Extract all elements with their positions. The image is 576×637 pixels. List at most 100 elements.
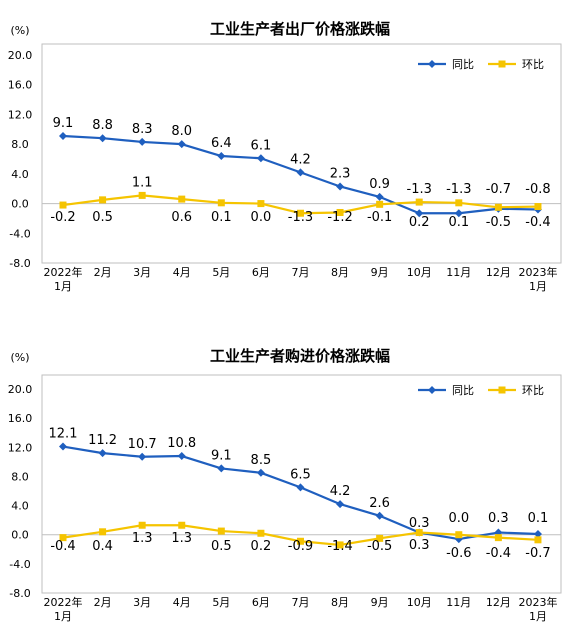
- x-tick-label: 2022年: [44, 595, 83, 609]
- series-point-mom: [296, 537, 304, 545]
- yoy-data-label: -1.3: [446, 182, 471, 197]
- x-tick-label: 2月: [94, 266, 112, 279]
- series-point-mom: [138, 191, 146, 199]
- series-point-mom: [217, 199, 225, 207]
- series-point-mom: [178, 521, 186, 529]
- yoy-data-label: 6.1: [251, 138, 272, 153]
- x-tick-label: 2022年: [44, 265, 83, 279]
- plot-frame: [41, 374, 562, 594]
- y-tick-label: -8.0: [9, 257, 30, 270]
- legend-label-mom: 环比: [522, 58, 544, 71]
- x-tick-label: 11月: [446, 596, 471, 609]
- series-point-yoy: [138, 137, 147, 146]
- series-point-mom: [534, 536, 542, 544]
- x-tick-label: 8月: [331, 596, 349, 609]
- yoy-data-label: 0.1: [528, 511, 549, 526]
- mom-data-label: 1.3: [171, 531, 192, 546]
- series-point-yoy: [217, 152, 226, 161]
- x-tick-label: 12月: [486, 596, 511, 609]
- y-tick-label: 0.0: [11, 198, 29, 211]
- legend-label-mom: 环比: [522, 384, 544, 397]
- mom-data-label: -0.4: [50, 539, 75, 554]
- yoy-data-label: 10.8: [167, 436, 196, 451]
- chart-panel-1: 工业生产者出厂价格涨跌幅 (%) 20.0 16.0 12.0 8.0 4.0 0.0 -4.0…: [8, 20, 562, 293]
- mom-data-label: -0.5: [367, 539, 392, 554]
- x-tick-label: 12月: [486, 266, 511, 279]
- y-tick-label: 0.0: [11, 529, 29, 542]
- x-tick-label: 5月: [212, 266, 230, 279]
- x-tick-label: 10月: [407, 266, 432, 279]
- y-tick-label: -4.0: [9, 227, 30, 240]
- series-point-mom: [376, 200, 384, 208]
- series-point-yoy: [59, 131, 67, 140]
- mom-data-label: -0.4: [486, 546, 511, 561]
- legend-marker-mom: [498, 60, 506, 68]
- x-tick-label: 6月: [252, 266, 270, 279]
- y-tick-label: 16.0: [8, 412, 33, 425]
- series-point-yoy: [336, 182, 345, 191]
- series-point-mom: [217, 527, 225, 535]
- mom-data-label: -0.9: [288, 539, 313, 554]
- series-point-mom: [99, 196, 107, 204]
- mom-data-label: -0.4: [525, 215, 550, 230]
- y-tick-label: -8.0: [9, 587, 30, 600]
- series-point-yoy: [177, 140, 186, 149]
- mom-data-label: 0.4: [92, 539, 113, 554]
- mom-data-label: 1.3: [132, 531, 153, 546]
- mom-data-label: -0.2: [50, 210, 75, 225]
- series-point-yoy: [375, 511, 384, 520]
- x-tick-label: 4月: [173, 596, 191, 609]
- series-point-mom: [534, 203, 542, 211]
- x-tick-label: 2月: [94, 596, 112, 609]
- x-tick-label: 9月: [371, 596, 389, 609]
- series-point-yoy: [296, 483, 305, 492]
- series-point-mom: [455, 199, 463, 207]
- x-tick-label: 2023年: [518, 265, 557, 279]
- series-point-mom: [455, 531, 463, 539]
- mom-data-label: -1.3: [288, 210, 313, 225]
- series-point-yoy: [454, 209, 463, 218]
- mom-data-label: 0.1: [448, 215, 469, 230]
- series-point-mom: [296, 209, 304, 217]
- y-axis-unit: (%): [10, 24, 29, 37]
- series-point-yoy: [415, 209, 424, 218]
- x-tick-label: 1月: [529, 610, 547, 623]
- mom-data-label: -0.7: [525, 546, 550, 561]
- series-point-mom: [257, 200, 265, 208]
- yoy-data-label: 6.4: [211, 136, 232, 151]
- yoy-data-label: -0.7: [486, 182, 511, 197]
- series-point-yoy: [59, 442, 67, 451]
- x-tick-label: 9月: [371, 266, 389, 279]
- series-point-mom: [376, 534, 384, 542]
- yoy-data-label: 4.2: [290, 152, 311, 167]
- y-axis-unit: (%): [10, 351, 29, 364]
- legend-label-yoy: 同比: [452, 58, 474, 71]
- y-tick-label: 8.0: [11, 470, 29, 483]
- series-point-yoy: [138, 452, 147, 461]
- yoy-data-label: 2.3: [330, 166, 351, 181]
- legend-marker-yoy: [428, 386, 436, 394]
- chart-title: 工业生产者出厂价格涨跌幅: [210, 20, 390, 38]
- series-point-yoy: [533, 529, 542, 538]
- yoy-data-label: 0.3: [409, 538, 430, 553]
- legend-marker-mom: [498, 386, 506, 394]
- y-tick-label: 4.0: [11, 500, 29, 513]
- yoy-data-label: 8.3: [132, 122, 153, 137]
- x-tick-label: 7月: [291, 266, 309, 279]
- x-tick-label: 3月: [133, 266, 151, 279]
- y-tick-label: 4.0: [11, 168, 29, 181]
- series-point-mom: [59, 201, 67, 209]
- mom-data-label: 0.6: [171, 210, 192, 225]
- series-point-mom: [494, 203, 502, 211]
- yoy-data-label: 0.9: [369, 177, 390, 192]
- yoy-data-label: 8.8: [92, 118, 113, 133]
- x-tick-label: 1月: [529, 280, 547, 293]
- series-point-mom: [336, 541, 344, 549]
- series-point-mom: [59, 534, 67, 542]
- y-tick-label: 12.0: [8, 441, 33, 454]
- series-point-yoy: [217, 464, 226, 473]
- x-tick-label: 11月: [446, 266, 471, 279]
- x-tick-label: 1月: [54, 280, 72, 293]
- series-point-mom: [336, 208, 344, 216]
- mom-data-label: 0.5: [211, 539, 232, 554]
